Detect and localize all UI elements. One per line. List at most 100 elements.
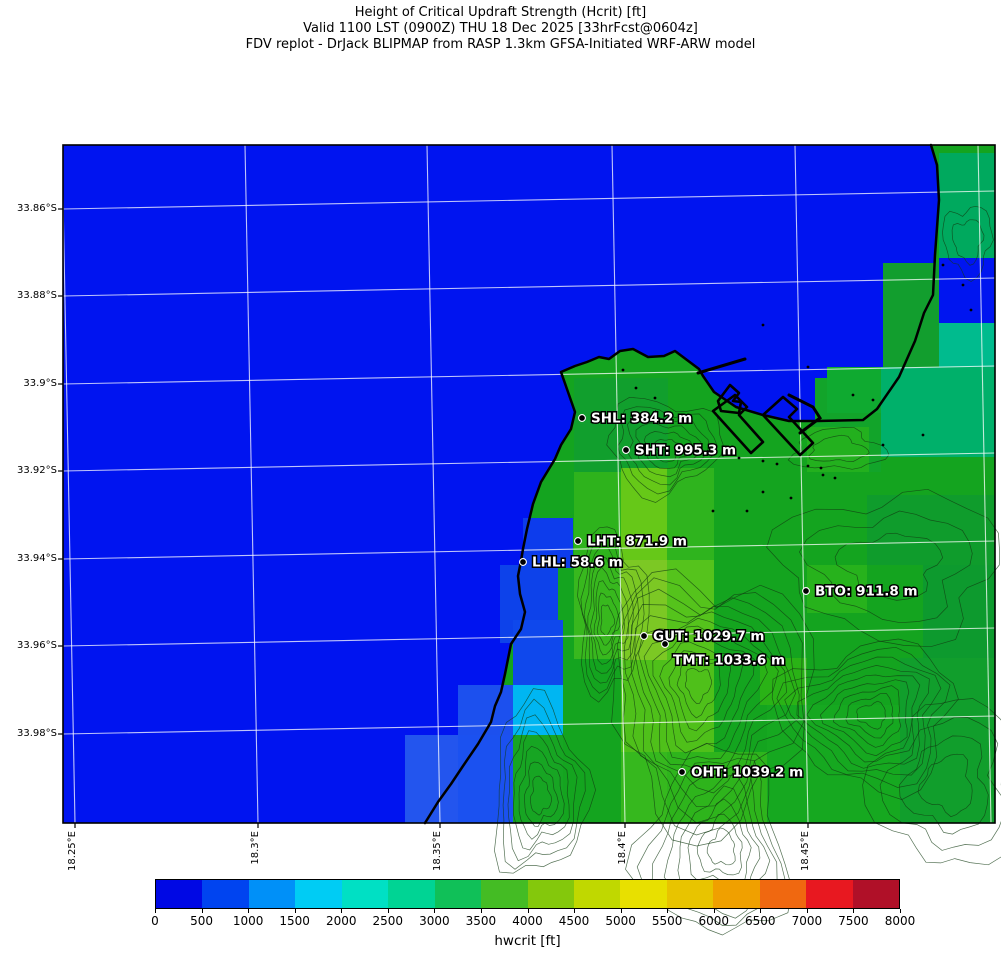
raster-cell [513, 685, 563, 735]
colorbar-segment [295, 880, 342, 908]
colorbar-tick-label: 3500 [465, 914, 497, 928]
contour-lines [917, 753, 973, 818]
contour-lines [625, 742, 793, 936]
colorbar-tick-mark [806, 909, 808, 913]
islet-speck [881, 443, 885, 447]
contour-lines [580, 534, 645, 694]
colorbar-tick-label: 7000 [791, 914, 823, 928]
station-label-OHT: OHT: 1039.2 m [691, 765, 803, 781]
station-dot-SHT [622, 446, 630, 454]
station-label-BTO: BTO: 911.8 m [815, 584, 918, 600]
contour-lines [766, 488, 1000, 648]
harbor-pier-outline [761, 395, 815, 457]
contour-lines [507, 714, 578, 862]
contour-lines [587, 555, 634, 674]
contour-lines [651, 763, 778, 919]
map-frame [62, 144, 996, 824]
contour-lines [806, 674, 921, 763]
title-line-3: FDV replot - DrJack BLIPMAP from RASP 1.… [245, 37, 756, 52]
islet-speck [871, 398, 875, 402]
colorbar-tick-label: 4500 [558, 914, 590, 928]
contour-lines [513, 730, 570, 851]
contour-lines [798, 510, 973, 624]
colorbar-tick-mark [574, 909, 576, 913]
contour-lines [652, 632, 755, 754]
colorbar [155, 879, 900, 909]
contour-lines [951, 219, 985, 266]
contour-lines [638, 617, 779, 778]
lon-tick-label: 18.3°E [250, 831, 261, 865]
colorbar-segment [341, 880, 389, 908]
contour-lines [635, 423, 702, 478]
title-line-1: Height of Critical Updraft Strength (Hcr… [354, 5, 647, 20]
colorbar-tick-label: 2000 [325, 914, 357, 928]
contour-lines [808, 434, 870, 462]
contour-lines [856, 700, 886, 730]
colorbar-tick-mark [341, 909, 343, 913]
contour-lines [630, 604, 796, 808]
colorbar-tick-mark [480, 909, 482, 913]
islet-speck [941, 263, 945, 267]
islet-speck [634, 386, 638, 390]
colorbar-tick-label: 1000 [232, 914, 264, 928]
islet-speck [961, 283, 965, 287]
harbor-breakwater [696, 357, 747, 375]
graticule-lon-line [426, 144, 441, 824]
graticule-lon-line [611, 144, 626, 824]
colorbar-segment [666, 880, 714, 908]
islet-speck [653, 396, 657, 400]
colorbar-tick-label: 6500 [745, 914, 776, 928]
colorbar-segment [852, 880, 899, 908]
contour-lines [617, 577, 805, 836]
raster-cell [621, 752, 667, 823]
contour-lines [845, 693, 894, 739]
lat-tick-label: 33.98°S [17, 728, 57, 739]
contour-lines [502, 698, 586, 870]
graticule-lat-line [62, 190, 996, 210]
lat-tick-label: 33.88°S [17, 290, 57, 301]
graticule-lon-line [794, 144, 809, 824]
graticule-lat-line [62, 715, 996, 735]
station-dot-OHT [678, 768, 686, 776]
colorbar-segment [388, 880, 435, 908]
islet-speck [761, 490, 765, 494]
contour-lines [626, 415, 710, 486]
colorbar-tick-label: 8000 [884, 914, 916, 928]
contour-lines [776, 646, 951, 788]
islet-speck [761, 323, 765, 327]
contour-lines [834, 532, 944, 601]
colorbar-tick-mark [620, 909, 622, 913]
colorbar-tick-label: 1500 [279, 914, 310, 928]
raster-cell [621, 468, 667, 560]
contour-lines [862, 698, 1001, 866]
contour-lines [529, 775, 552, 816]
lat-tick-label: 33.9°S [23, 378, 57, 389]
contour-lines [596, 592, 621, 646]
graticule-lat-line [62, 540, 996, 560]
colorbar-tick-mark [434, 909, 436, 913]
graticule-lat-line [62, 452, 996, 472]
raster-cell [881, 367, 995, 457]
colorbar-segment [481, 880, 528, 908]
islet-speck [775, 462, 779, 466]
colorbar-tick-label: 5000 [605, 914, 636, 928]
colorbar-segment [202, 880, 249, 908]
station-dot-TMT [661, 640, 669, 648]
station-dot-GUT [640, 632, 648, 640]
station-label-GUT: GUT: 1029.7 m [653, 629, 764, 645]
coastline [423, 143, 941, 825]
station-label-LHL: LHL: 58.6 m [532, 555, 623, 571]
lat-tick-label: 33.86°S [17, 203, 57, 214]
contour-lines [771, 638, 959, 800]
raster-cell [458, 735, 513, 823]
colorbar-tick-label: 500 [190, 914, 214, 928]
islet-speck [706, 450, 710, 454]
colorbar-tick-mark [713, 909, 715, 913]
contour-lines [833, 685, 902, 748]
islet-speck [711, 509, 715, 513]
contour-lines [668, 650, 732, 732]
raster-cell [900, 658, 995, 823]
raster-cell [523, 518, 573, 568]
colorbar-tick-label: 2500 [372, 914, 404, 928]
graticule-lon-line [977, 144, 992, 824]
